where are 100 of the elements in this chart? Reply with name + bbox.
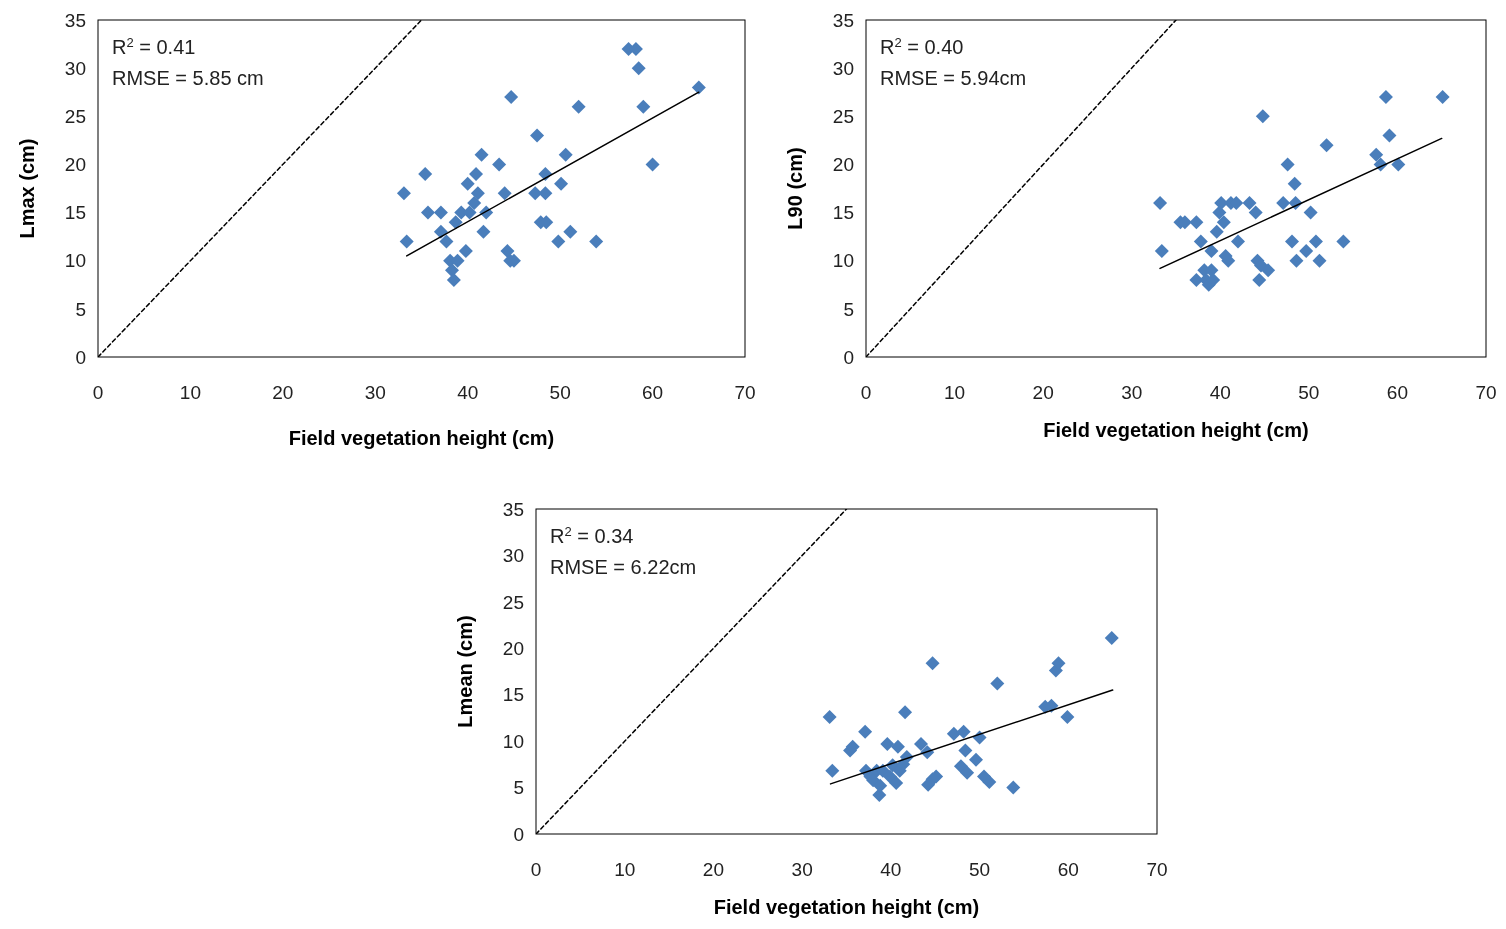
point bbox=[448, 215, 463, 230]
x-tick-label: 60 bbox=[1057, 859, 1079, 880]
point bbox=[528, 186, 543, 201]
point bbox=[872, 788, 887, 802]
point bbox=[1312, 253, 1327, 268]
y-tick-label: 0 bbox=[843, 346, 854, 368]
point bbox=[1255, 109, 1270, 124]
point bbox=[1216, 215, 1231, 230]
point bbox=[439, 234, 454, 249]
x-tick-label: 10 bbox=[614, 859, 636, 880]
point bbox=[1289, 253, 1304, 268]
point bbox=[1248, 205, 1263, 220]
y-axis-title: L90 (cm) bbox=[784, 147, 806, 230]
point bbox=[982, 775, 997, 789]
y-tick-label: 20 bbox=[64, 154, 86, 176]
point bbox=[1280, 157, 1295, 172]
point bbox=[825, 763, 840, 778]
point bbox=[467, 195, 482, 210]
point bbox=[822, 710, 837, 724]
y-tick-label: 0 bbox=[75, 346, 86, 368]
point bbox=[399, 234, 414, 249]
y-tick-label: 5 bbox=[75, 298, 86, 320]
point bbox=[500, 244, 515, 259]
x-tick-label: 20 bbox=[272, 382, 294, 403]
x-tick-label: 20 bbox=[1032, 382, 1054, 403]
x-tick-label: 0 bbox=[530, 859, 542, 880]
point bbox=[504, 90, 519, 105]
point bbox=[445, 263, 459, 278]
y-tick-label: 30 bbox=[64, 57, 86, 79]
point bbox=[1287, 176, 1302, 191]
point bbox=[914, 736, 929, 751]
point bbox=[1319, 138, 1334, 153]
annotation: R$^{2}$ = 0.40 bbox=[880, 34, 964, 58]
point bbox=[1261, 263, 1276, 278]
x-tick-label: 50 bbox=[969, 859, 991, 880]
point bbox=[1209, 224, 1224, 239]
point bbox=[1303, 205, 1318, 220]
y-tick-label: 10 bbox=[502, 730, 524, 752]
point bbox=[558, 147, 573, 162]
point bbox=[880, 736, 895, 751]
point bbox=[1212, 205, 1227, 220]
y-tick-label: 10 bbox=[832, 250, 854, 272]
y-tick-label: 20 bbox=[502, 637, 524, 659]
annotation: R$^{2}$ = 0.34 bbox=[550, 523, 634, 547]
point bbox=[1231, 234, 1245, 249]
x-tick-label: 70 bbox=[1146, 859, 1168, 880]
point bbox=[469, 167, 484, 182]
point bbox=[1382, 128, 1397, 143]
point bbox=[946, 726, 961, 741]
point bbox=[474, 147, 489, 162]
point bbox=[898, 705, 913, 720]
point bbox=[889, 775, 904, 790]
annotation: RMSE = 6.22cm bbox=[550, 556, 697, 578]
y-axis-title: Lmax (cm) bbox=[16, 138, 38, 239]
x-tick-label: 70 bbox=[734, 382, 756, 403]
point bbox=[1308, 234, 1323, 249]
y-tick-label: 0 bbox=[513, 823, 524, 845]
y-tick-label: 5 bbox=[843, 298, 854, 320]
point bbox=[530, 128, 545, 143]
y-tick-label: 15 bbox=[832, 202, 854, 224]
point bbox=[691, 80, 706, 95]
x-tick-label: 50 bbox=[549, 382, 571, 403]
x-tick-label: 50 bbox=[1298, 382, 1320, 403]
x-axis-title: Field vegetation height (cm) bbox=[288, 427, 555, 449]
point bbox=[890, 739, 905, 754]
annotation: RMSE = 5.85 cm bbox=[112, 67, 264, 89]
point bbox=[571, 99, 586, 114]
point bbox=[958, 743, 973, 758]
point bbox=[470, 186, 485, 201]
point bbox=[554, 176, 569, 191]
point bbox=[990, 676, 1005, 691]
y-tick-label: 20 bbox=[832, 154, 854, 176]
point bbox=[1060, 710, 1075, 724]
point bbox=[418, 167, 433, 182]
point bbox=[589, 234, 604, 249]
point bbox=[433, 205, 448, 220]
y-tick-label: 35 bbox=[64, 9, 86, 31]
point bbox=[636, 99, 651, 114]
point bbox=[1006, 780, 1021, 795]
annotation: RMSE = 5.94cm bbox=[880, 67, 1027, 89]
point bbox=[1378, 90, 1393, 105]
point bbox=[1051, 656, 1066, 671]
point bbox=[1252, 272, 1267, 287]
point bbox=[969, 752, 984, 767]
y-tick-label: 15 bbox=[64, 202, 86, 224]
point bbox=[925, 656, 940, 671]
point bbox=[1299, 244, 1314, 259]
point bbox=[492, 157, 507, 172]
point bbox=[1104, 631, 1119, 646]
y-axis-title: Lmean (cm) bbox=[454, 615, 476, 728]
point bbox=[645, 157, 660, 172]
point bbox=[497, 186, 512, 201]
point bbox=[420, 205, 435, 220]
x-tick-label: 10 bbox=[944, 382, 966, 403]
point bbox=[1193, 234, 1208, 249]
annotation: R$^{2}$ = 0.41 bbox=[112, 34, 196, 58]
x-tick-label: 40 bbox=[457, 382, 479, 403]
point bbox=[1336, 234, 1351, 249]
y-tick-label: 25 bbox=[64, 105, 86, 127]
x-tick-label: 30 bbox=[364, 382, 386, 403]
